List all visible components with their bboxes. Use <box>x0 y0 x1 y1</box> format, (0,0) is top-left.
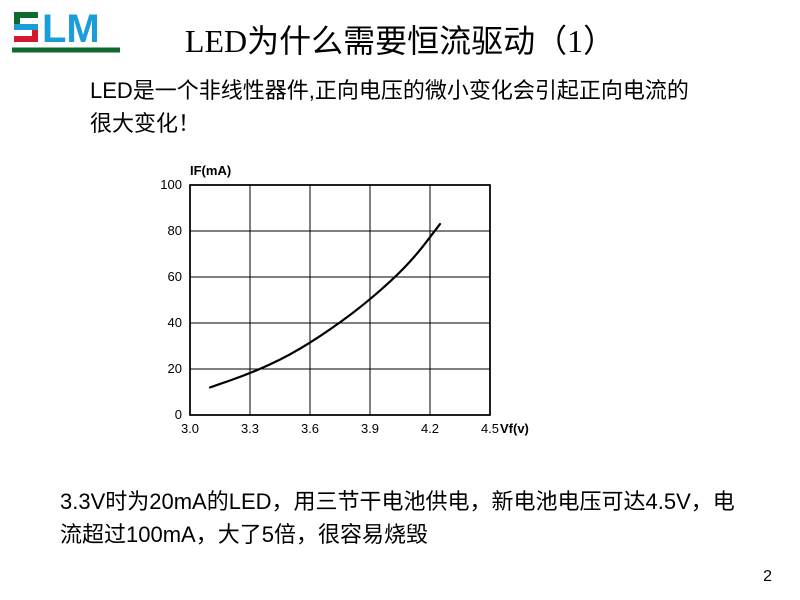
svg-text:4.2: 4.2 <box>421 421 439 436</box>
conclusion-paragraph: 3.3V时为20mA的LED，用三节干电池供电，新电池电压可达4.5V，电流超过… <box>60 485 740 551</box>
svg-text:4.5: 4.5 <box>481 421 499 436</box>
svg-text:IF(mA): IF(mA) <box>190 163 231 178</box>
iv-curve-chart: 3.0 3.3 3.6 3.9 4.2 4.5 0 20 40 60 80 100 IF(mA) Vf(v… <box>130 155 550 460</box>
svg-text:80: 80 <box>168 223 182 238</box>
svg-text:3.3: 3.3 <box>241 421 259 436</box>
svg-text:3.0: 3.0 <box>181 421 199 436</box>
svg-text:Vf(v): Vf(v) <box>500 421 529 436</box>
svg-text:40: 40 <box>168 315 182 330</box>
intro-paragraph: LED是一个非线性器件,正向电压的微小变化会引起正向电流的很大变化！ <box>90 74 690 140</box>
svg-text:3.9: 3.9 <box>361 421 379 436</box>
svg-text:3.6: 3.6 <box>301 421 319 436</box>
svg-text:20: 20 <box>168 361 182 376</box>
slide: LM LED为什么需要恒流驱动（1） LED是一个非线性器件,正向电压的微小变化… <box>0 0 800 600</box>
svg-text:60: 60 <box>168 269 182 284</box>
svg-text:0: 0 <box>175 407 182 422</box>
page-number: 2 <box>763 568 772 586</box>
svg-text:100: 100 <box>160 177 182 192</box>
page-title: LED为什么需要恒流驱动（1） <box>0 16 800 62</box>
